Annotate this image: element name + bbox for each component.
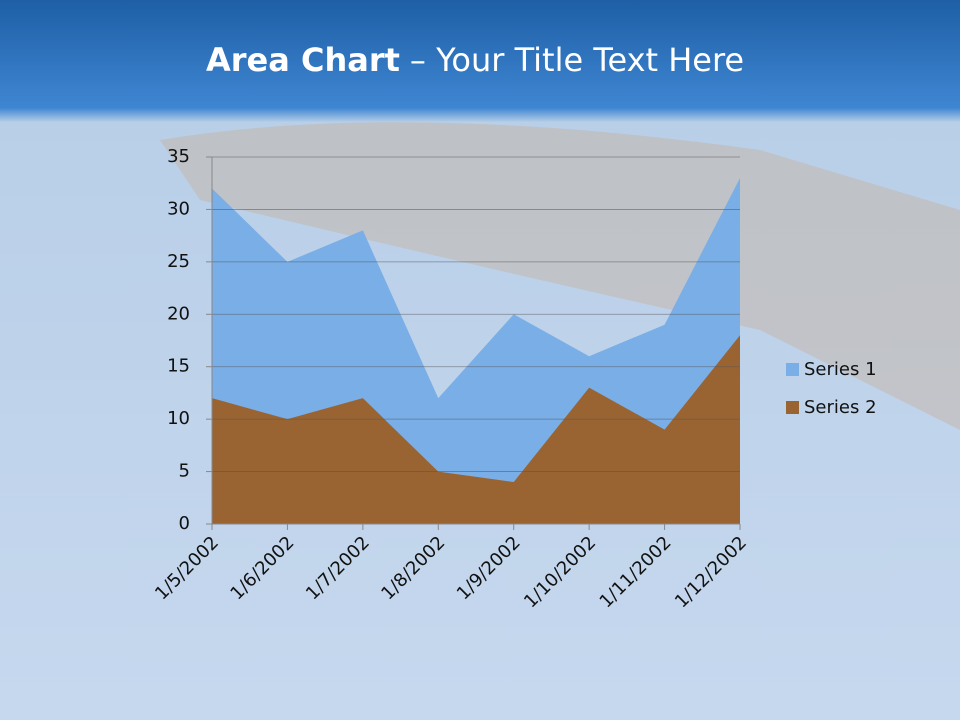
y-tick-label: 15 bbox=[167, 356, 190, 377]
slide-title: Area Chart – Your Title Text Here bbox=[206, 41, 744, 79]
y-tick-label: 5 bbox=[179, 461, 190, 482]
legend-label: Series 1 bbox=[804, 359, 877, 380]
y-tick-label: 25 bbox=[167, 251, 190, 272]
legend-swatch bbox=[786, 363, 799, 376]
area bbox=[212, 335, 740, 524]
hand-image bbox=[160, 122, 960, 430]
legend-swatch bbox=[786, 401, 799, 414]
y-tick-label: 10 bbox=[167, 408, 190, 429]
y-tick-label: 35 bbox=[167, 146, 190, 167]
legend-label: Series 2 bbox=[804, 397, 877, 418]
title-rest: – Your Title Text Here bbox=[410, 41, 744, 79]
title-bold: Area Chart bbox=[206, 41, 400, 79]
y-tick-label: 20 bbox=[167, 303, 190, 324]
y-tick-label: 0 bbox=[179, 513, 190, 534]
y-tick-label: 30 bbox=[167, 198, 190, 219]
